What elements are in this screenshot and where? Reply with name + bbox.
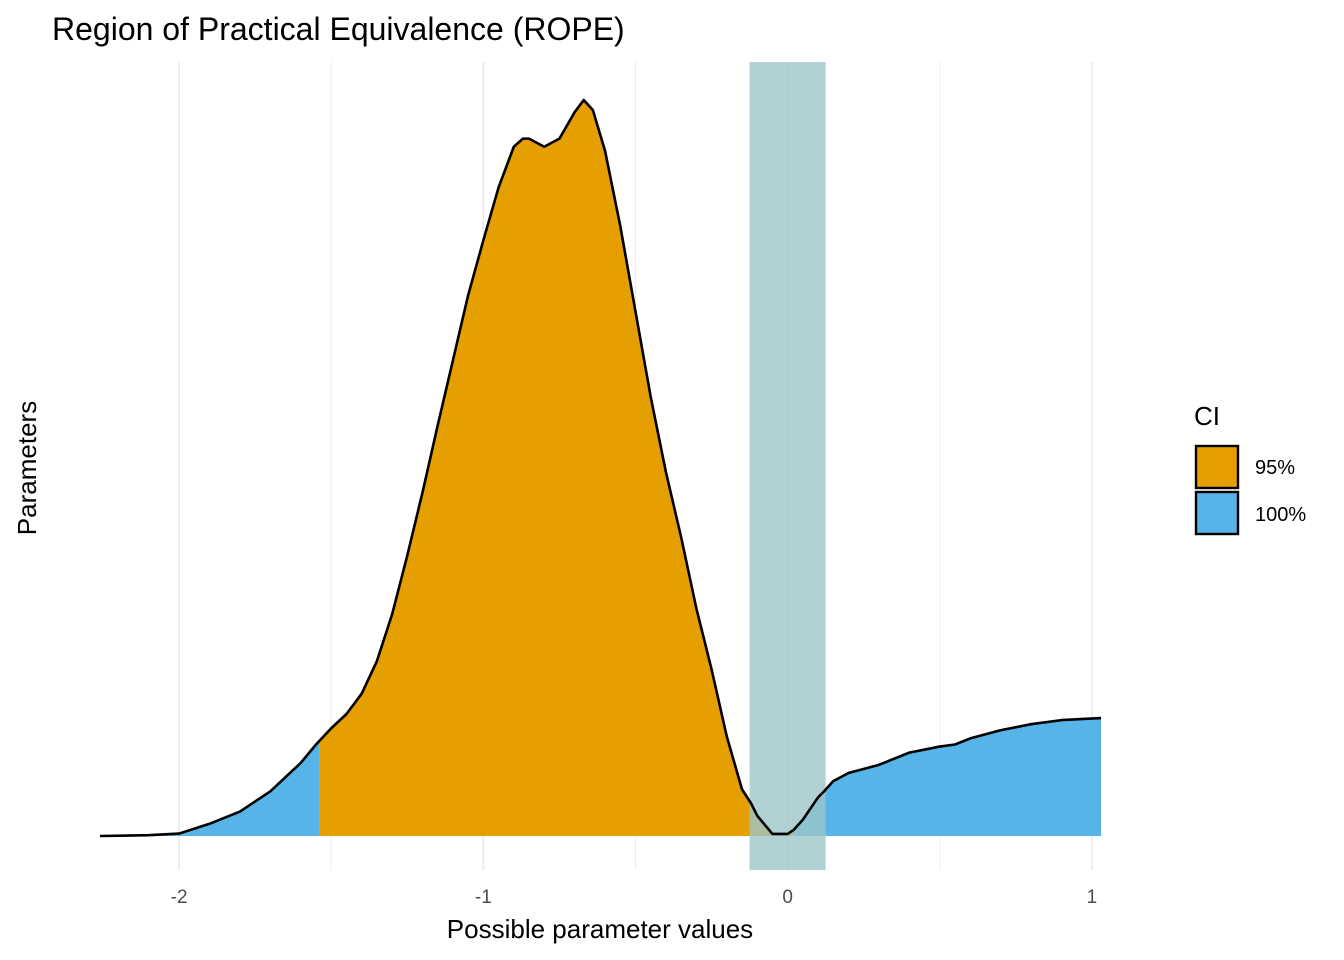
x-tick-label: 0 (782, 887, 793, 908)
x-axis-ticks: -2 -1 0 1 (171, 887, 1098, 908)
legend: CI 95% 100% (1194, 401, 1306, 536)
area-100-right (793, 718, 1101, 836)
x-tick-label: 1 (1087, 887, 1098, 908)
x-axis-title: Possible parameter values (447, 914, 753, 944)
density-outline (99, 98, 1102, 838)
y-axis-title: Parameters (12, 401, 42, 535)
x-tick-label: -2 (171, 887, 188, 908)
legend-swatch-100 (1194, 490, 1240, 536)
legend-swatch-95 (1194, 444, 1240, 490)
x-tick-label: -1 (475, 887, 492, 908)
legend-label-95: 95% (1255, 457, 1295, 479)
area-95 (319, 100, 794, 836)
area-100-left (100, 741, 320, 836)
rope-band (749, 62, 826, 870)
density-areas (100, 100, 1101, 836)
legend-label-100: 100% (1255, 504, 1306, 526)
legend-title: CI (1194, 401, 1220, 431)
chart-title: Region of Practical Equivalence (ROPE) (52, 11, 625, 47)
